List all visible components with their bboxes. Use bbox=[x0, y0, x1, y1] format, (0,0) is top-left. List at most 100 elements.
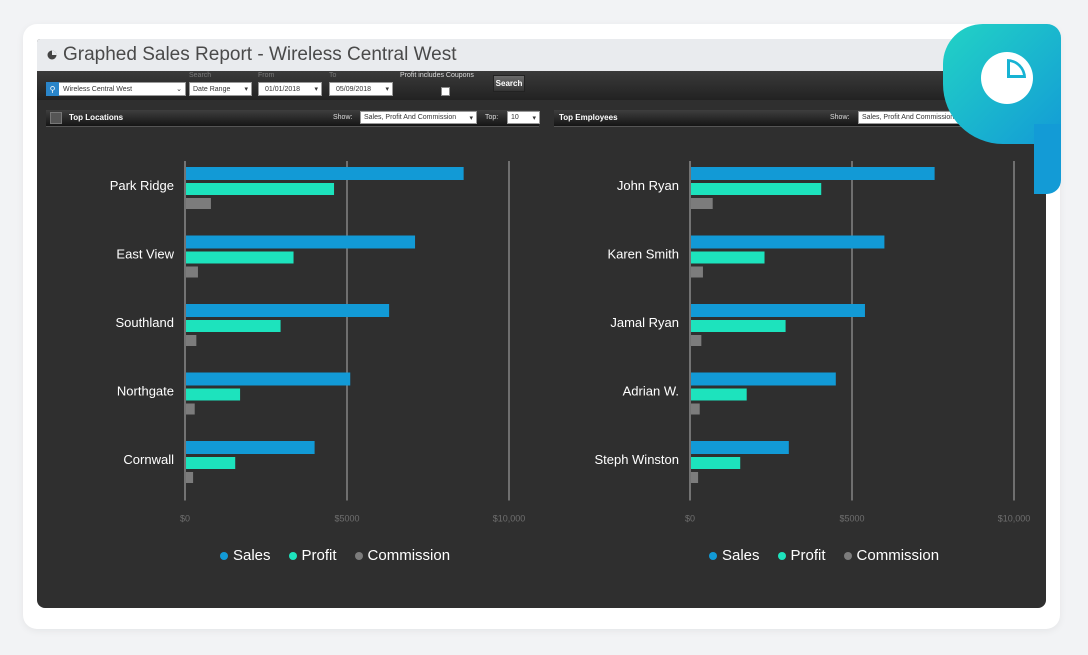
bar-sales bbox=[691, 304, 865, 317]
bar-profit bbox=[186, 388, 241, 401]
store-select-value: Wireless Central West bbox=[63, 85, 133, 93]
bar-sales bbox=[691, 441, 789, 454]
bar-commission bbox=[691, 472, 699, 483]
legend-item-commission[interactable]: Commission bbox=[354, 547, 451, 564]
legend-label: Profit bbox=[301, 547, 337, 564]
legend-item-sales[interactable]: Sales bbox=[709, 547, 760, 564]
category-label: Park Ridge bbox=[110, 178, 174, 193]
bar-sales bbox=[186, 235, 416, 249]
category-label: Northgate bbox=[117, 384, 174, 399]
legend-label: Commission bbox=[367, 547, 451, 564]
tick-label: $5000 bbox=[839, 514, 864, 524]
bar-sales bbox=[691, 235, 885, 249]
bar-commission bbox=[186, 266, 198, 278]
to-date-value: 05/09/2018 bbox=[336, 85, 372, 93]
show-select-value: Sales, Profit And Commission bbox=[364, 114, 457, 121]
legend-label: Sales bbox=[233, 547, 271, 564]
page-title: Graphed Sales Report - Wireless Central … bbox=[63, 44, 457, 65]
search-type-select[interactable]: Date Range ▾ bbox=[189, 82, 252, 96]
coupons-label: Profit includes Coupons bbox=[400, 72, 474, 79]
bar-profit bbox=[691, 320, 786, 332]
title-bar: Graphed Sales Report - Wireless Central … bbox=[37, 39, 1046, 71]
top-locations-header: Top Locations Show: Sales, Profit And Co… bbox=[46, 110, 540, 127]
dropdown-arrow-icon: ▾ bbox=[469, 114, 473, 122]
from-date-input[interactable]: 01/01/2018 ▾ bbox=[258, 82, 322, 96]
bar-profit bbox=[691, 457, 741, 469]
bar-profit bbox=[186, 183, 335, 195]
category-label: Jamal Ryan bbox=[610, 315, 679, 330]
bar-sales bbox=[186, 441, 315, 454]
legend-dot bbox=[288, 551, 297, 560]
from-date-value: 01/01/2018 bbox=[265, 85, 301, 93]
show-label: Show: bbox=[333, 114, 353, 121]
from-label: From bbox=[258, 72, 275, 79]
legend-label: Profit bbox=[790, 547, 826, 564]
bar-commission bbox=[186, 335, 197, 346]
bar-sales bbox=[186, 304, 390, 317]
dropdown-arrow-icon: ▾ bbox=[244, 86, 248, 93]
tick-label: $0 bbox=[685, 514, 695, 524]
dropdown-arrow-icon: ▾ bbox=[314, 86, 318, 93]
top-employees-title: Top Employees bbox=[559, 113, 618, 122]
legend-label: Sales bbox=[722, 547, 760, 564]
category-label: Cornwall bbox=[123, 452, 174, 467]
badge-tail bbox=[1034, 124, 1061, 194]
category-label: Steph Winston bbox=[594, 452, 679, 467]
category-label: John Ryan bbox=[617, 178, 679, 193]
to-label: To bbox=[329, 72, 337, 79]
coupons-checkbox[interactable] bbox=[441, 87, 450, 96]
store-select[interactable]: ⚲ Wireless Central West ⌄ bbox=[46, 82, 186, 96]
search-type-value: Date Range bbox=[193, 85, 231, 93]
legend-item-profit[interactable]: Profit bbox=[288, 547, 337, 564]
tick-label: $0 bbox=[180, 514, 190, 524]
dropdown-arrow-icon: ▾ bbox=[532, 115, 536, 122]
top-locations-title: Top Locations bbox=[69, 113, 124, 122]
bar-profit bbox=[691, 183, 822, 195]
show-select-value: Sales, Profit And Commission bbox=[862, 114, 955, 121]
search-button[interactable]: Search bbox=[493, 75, 525, 92]
bar-sales bbox=[691, 372, 836, 386]
to-date-input[interactable]: 05/09/2018 ▾ bbox=[329, 82, 393, 96]
legend-label: Commission bbox=[856, 547, 940, 564]
top-employees-header: Top Employees Show: Sales, Profit And Co… bbox=[554, 110, 1046, 127]
legend-dot bbox=[843, 551, 852, 560]
tick-label: $10,000 bbox=[998, 514, 1031, 524]
tick-label: $10,000 bbox=[493, 514, 526, 524]
legend-item-commission[interactable]: Commission bbox=[843, 547, 940, 564]
category-label: Adrian W. bbox=[623, 384, 679, 399]
legend-dot bbox=[220, 551, 228, 560]
top-count-value: 10 bbox=[511, 114, 519, 121]
bar-commission bbox=[691, 403, 700, 415]
category-label: Karen Smith bbox=[607, 247, 679, 262]
category-label: Southland bbox=[115, 315, 174, 330]
bar-commission bbox=[691, 198, 713, 209]
legend-item-profit[interactable]: Profit bbox=[777, 547, 826, 564]
show-label: Show: bbox=[830, 114, 850, 121]
bar-commission bbox=[691, 266, 703, 278]
bar-sales bbox=[691, 167, 935, 180]
top-locations-chart: Park Ridge East View Southland Northgate Cor… bbox=[110, 161, 526, 524]
legend-dot bbox=[354, 551, 363, 560]
bar-profit bbox=[186, 251, 294, 264]
top-employees-chart: John Ryan Karen Smith Jamal Ryan Adrian W. S… bbox=[594, 161, 1031, 524]
category-label: East View bbox=[116, 247, 174, 262]
top-employees-legend: Sales Profit Commission bbox=[709, 547, 939, 564]
filter-bar: ⚲ Wireless Central West ⌄ Search Date Ra… bbox=[37, 71, 1046, 100]
bar-profit bbox=[691, 388, 747, 401]
legend-item-sales[interactable]: Sales bbox=[220, 547, 271, 564]
chevron-down-icon: ⌄ bbox=[176, 86, 182, 93]
show-select[interactable]: Sales, Profit And Commission bbox=[858, 111, 975, 124]
bar-commission bbox=[186, 198, 211, 209]
show-select[interactable]: Sales, Profit And Commission ▾ bbox=[360, 111, 477, 124]
bar-commission bbox=[186, 403, 195, 415]
pie-chart-icon bbox=[47, 50, 57, 60]
search-type-label: Search bbox=[189, 72, 212, 79]
top-locations-legend: Sales Profit Commission bbox=[220, 547, 450, 564]
pie-chart-icon bbox=[981, 52, 1033, 104]
search-icon: ⚲ bbox=[46, 82, 59, 96]
bar-commission bbox=[691, 335, 702, 346]
top-count-select[interactable]: 10 ▾ bbox=[507, 111, 540, 124]
legend-dot bbox=[777, 551, 786, 560]
bar-profit bbox=[691, 251, 765, 264]
panel-icon bbox=[50, 112, 62, 124]
